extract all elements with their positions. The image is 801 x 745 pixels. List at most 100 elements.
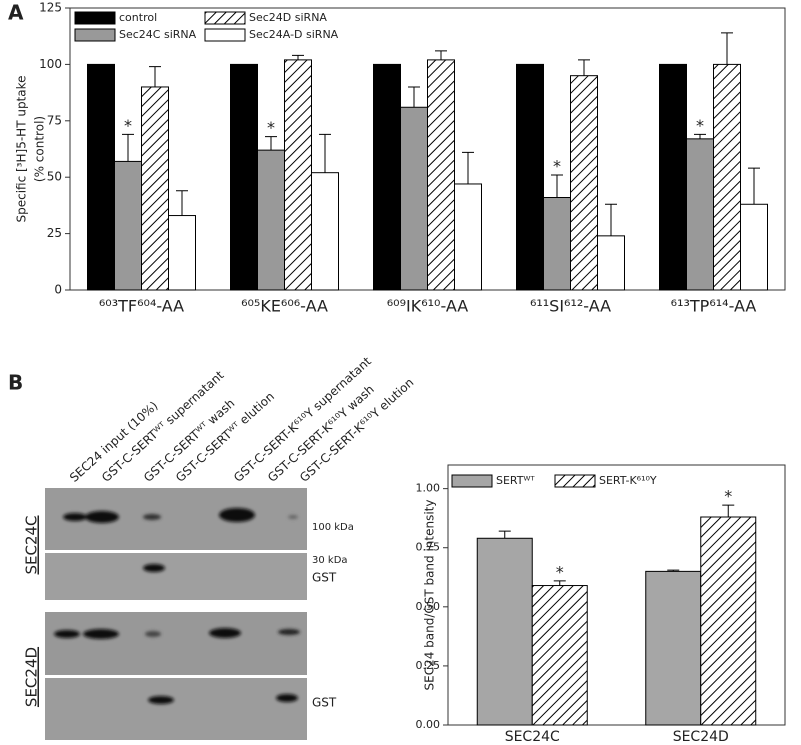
error-bar: [498, 530, 511, 539]
y-axis-label: Specific [³H]5-HT uptake: [15, 75, 29, 222]
row-label: SEC24C: [23, 515, 41, 574]
y-tick-label: 75: [47, 113, 62, 127]
legend-label: control: [119, 11, 157, 24]
band: [276, 694, 298, 702]
bar: [141, 86, 169, 291]
legend-swatch: [204, 11, 246, 25]
band: [219, 508, 255, 522]
band: [83, 629, 119, 639]
bar: [427, 59, 455, 291]
x-tick-label: ⁶⁰³TF⁶⁰⁴-AA: [99, 297, 184, 316]
y-tick-label: 25: [47, 226, 62, 240]
bar: [311, 172, 339, 291]
error-bar: [292, 54, 304, 60]
error-bar: [667, 569, 680, 572]
legend-swatch: [74, 28, 116, 42]
y-tick-label: 0: [54, 283, 62, 297]
x-tick-label: ⁶⁰⁹IK⁶¹⁰-AA: [387, 297, 469, 316]
significance-label: *: [556, 562, 564, 581]
y-tick-label: 0.75: [416, 541, 441, 554]
error-bar: [122, 133, 134, 162]
y-tick-label: 100: [39, 57, 62, 71]
y-tick-label: 0.25: [416, 659, 441, 672]
legend-swatch: [204, 28, 246, 42]
band: [278, 629, 300, 635]
error-bar: [578, 59, 590, 76]
error-bar: [149, 66, 161, 87]
x-tick-label: ⁶¹³TP⁶¹⁴-AA: [671, 297, 757, 316]
error-bar: [551, 174, 563, 198]
band: [143, 514, 161, 520]
error-bar: [319, 133, 331, 173]
y-axis-label: SEC24 band/GST band intensity: [423, 500, 437, 691]
panel-letter: A: [8, 1, 24, 25]
gst-label: GST: [312, 696, 337, 710]
panel-letter: B: [8, 371, 23, 395]
marker-label: 100 kDa: [312, 522, 354, 533]
legend-label: SERTᵂᵀ: [496, 474, 535, 487]
bar: [257, 149, 285, 291]
bar: [454, 183, 482, 291]
bar: [597, 235, 625, 291]
bar: [740, 203, 768, 291]
blot-panel: [45, 678, 307, 740]
bar: [713, 63, 741, 291]
bar: [373, 63, 401, 291]
row-label: SEC24D: [23, 647, 41, 707]
bar: [168, 215, 196, 291]
error-bar: [722, 504, 735, 517]
bar: [87, 63, 115, 291]
legend-swatch: [554, 474, 596, 488]
bar: [284, 59, 312, 291]
error-bar: [435, 50, 447, 60]
band: [145, 631, 161, 637]
significance-label: *: [124, 116, 132, 135]
legend-swatch: [451, 474, 493, 488]
y-tick-label: 125: [39, 1, 62, 15]
significance-label: *: [267, 118, 275, 137]
legend-swatch: [74, 11, 116, 25]
plot-frame: [447, 464, 786, 726]
bar: [645, 570, 702, 726]
bar: [543, 197, 571, 291]
band: [85, 511, 119, 523]
error-bar: [748, 167, 760, 205]
band: [288, 515, 298, 519]
y-tick-label: 1.00: [416, 482, 441, 495]
gst-label: GST: [312, 571, 337, 585]
significance-label: *: [724, 487, 732, 506]
blot-panel: [45, 553, 307, 600]
legend-label: Sec24A-D siRNA: [249, 28, 339, 41]
error-bar: [265, 136, 277, 151]
x-tick-label: ⁶⁰⁵KE⁶⁰⁶-AA: [241, 297, 328, 316]
error-bar: [462, 151, 474, 184]
bar: [230, 63, 258, 291]
band: [209, 628, 241, 638]
band: [143, 564, 165, 572]
x-tick-label: SEC24D: [673, 729, 729, 745]
legend-label: Sec24C siRNA: [119, 28, 197, 41]
bar: [570, 75, 598, 291]
bar: [516, 63, 544, 291]
bar: [700, 516, 757, 726]
bar: [114, 160, 142, 291]
band: [54, 630, 80, 638]
error-bar: [721, 32, 733, 65]
bar: [659, 63, 687, 291]
y-tick-label: 50: [47, 170, 62, 184]
blot-panel: [45, 612, 307, 675]
error-bar: [176, 190, 188, 216]
y-tick-label: 0.50: [416, 600, 441, 613]
bar: [476, 537, 533, 726]
x-tick-label: ⁶¹¹SI⁶¹²-AA: [530, 297, 611, 316]
legend-label: Sec24D siRNA: [249, 11, 327, 24]
legend-label: SERT-K⁶¹⁰Y: [599, 474, 657, 487]
error-bar: [694, 133, 706, 139]
blot: 100 kDa 30 kDa GST GST SEC24C SEC24D: [23, 488, 354, 740]
band: [148, 696, 174, 704]
y-axis-label: (% control): [33, 116, 47, 182]
marker-label: 30 kDa: [312, 555, 348, 566]
error-bar: [553, 580, 566, 586]
error-bar: [605, 203, 617, 236]
